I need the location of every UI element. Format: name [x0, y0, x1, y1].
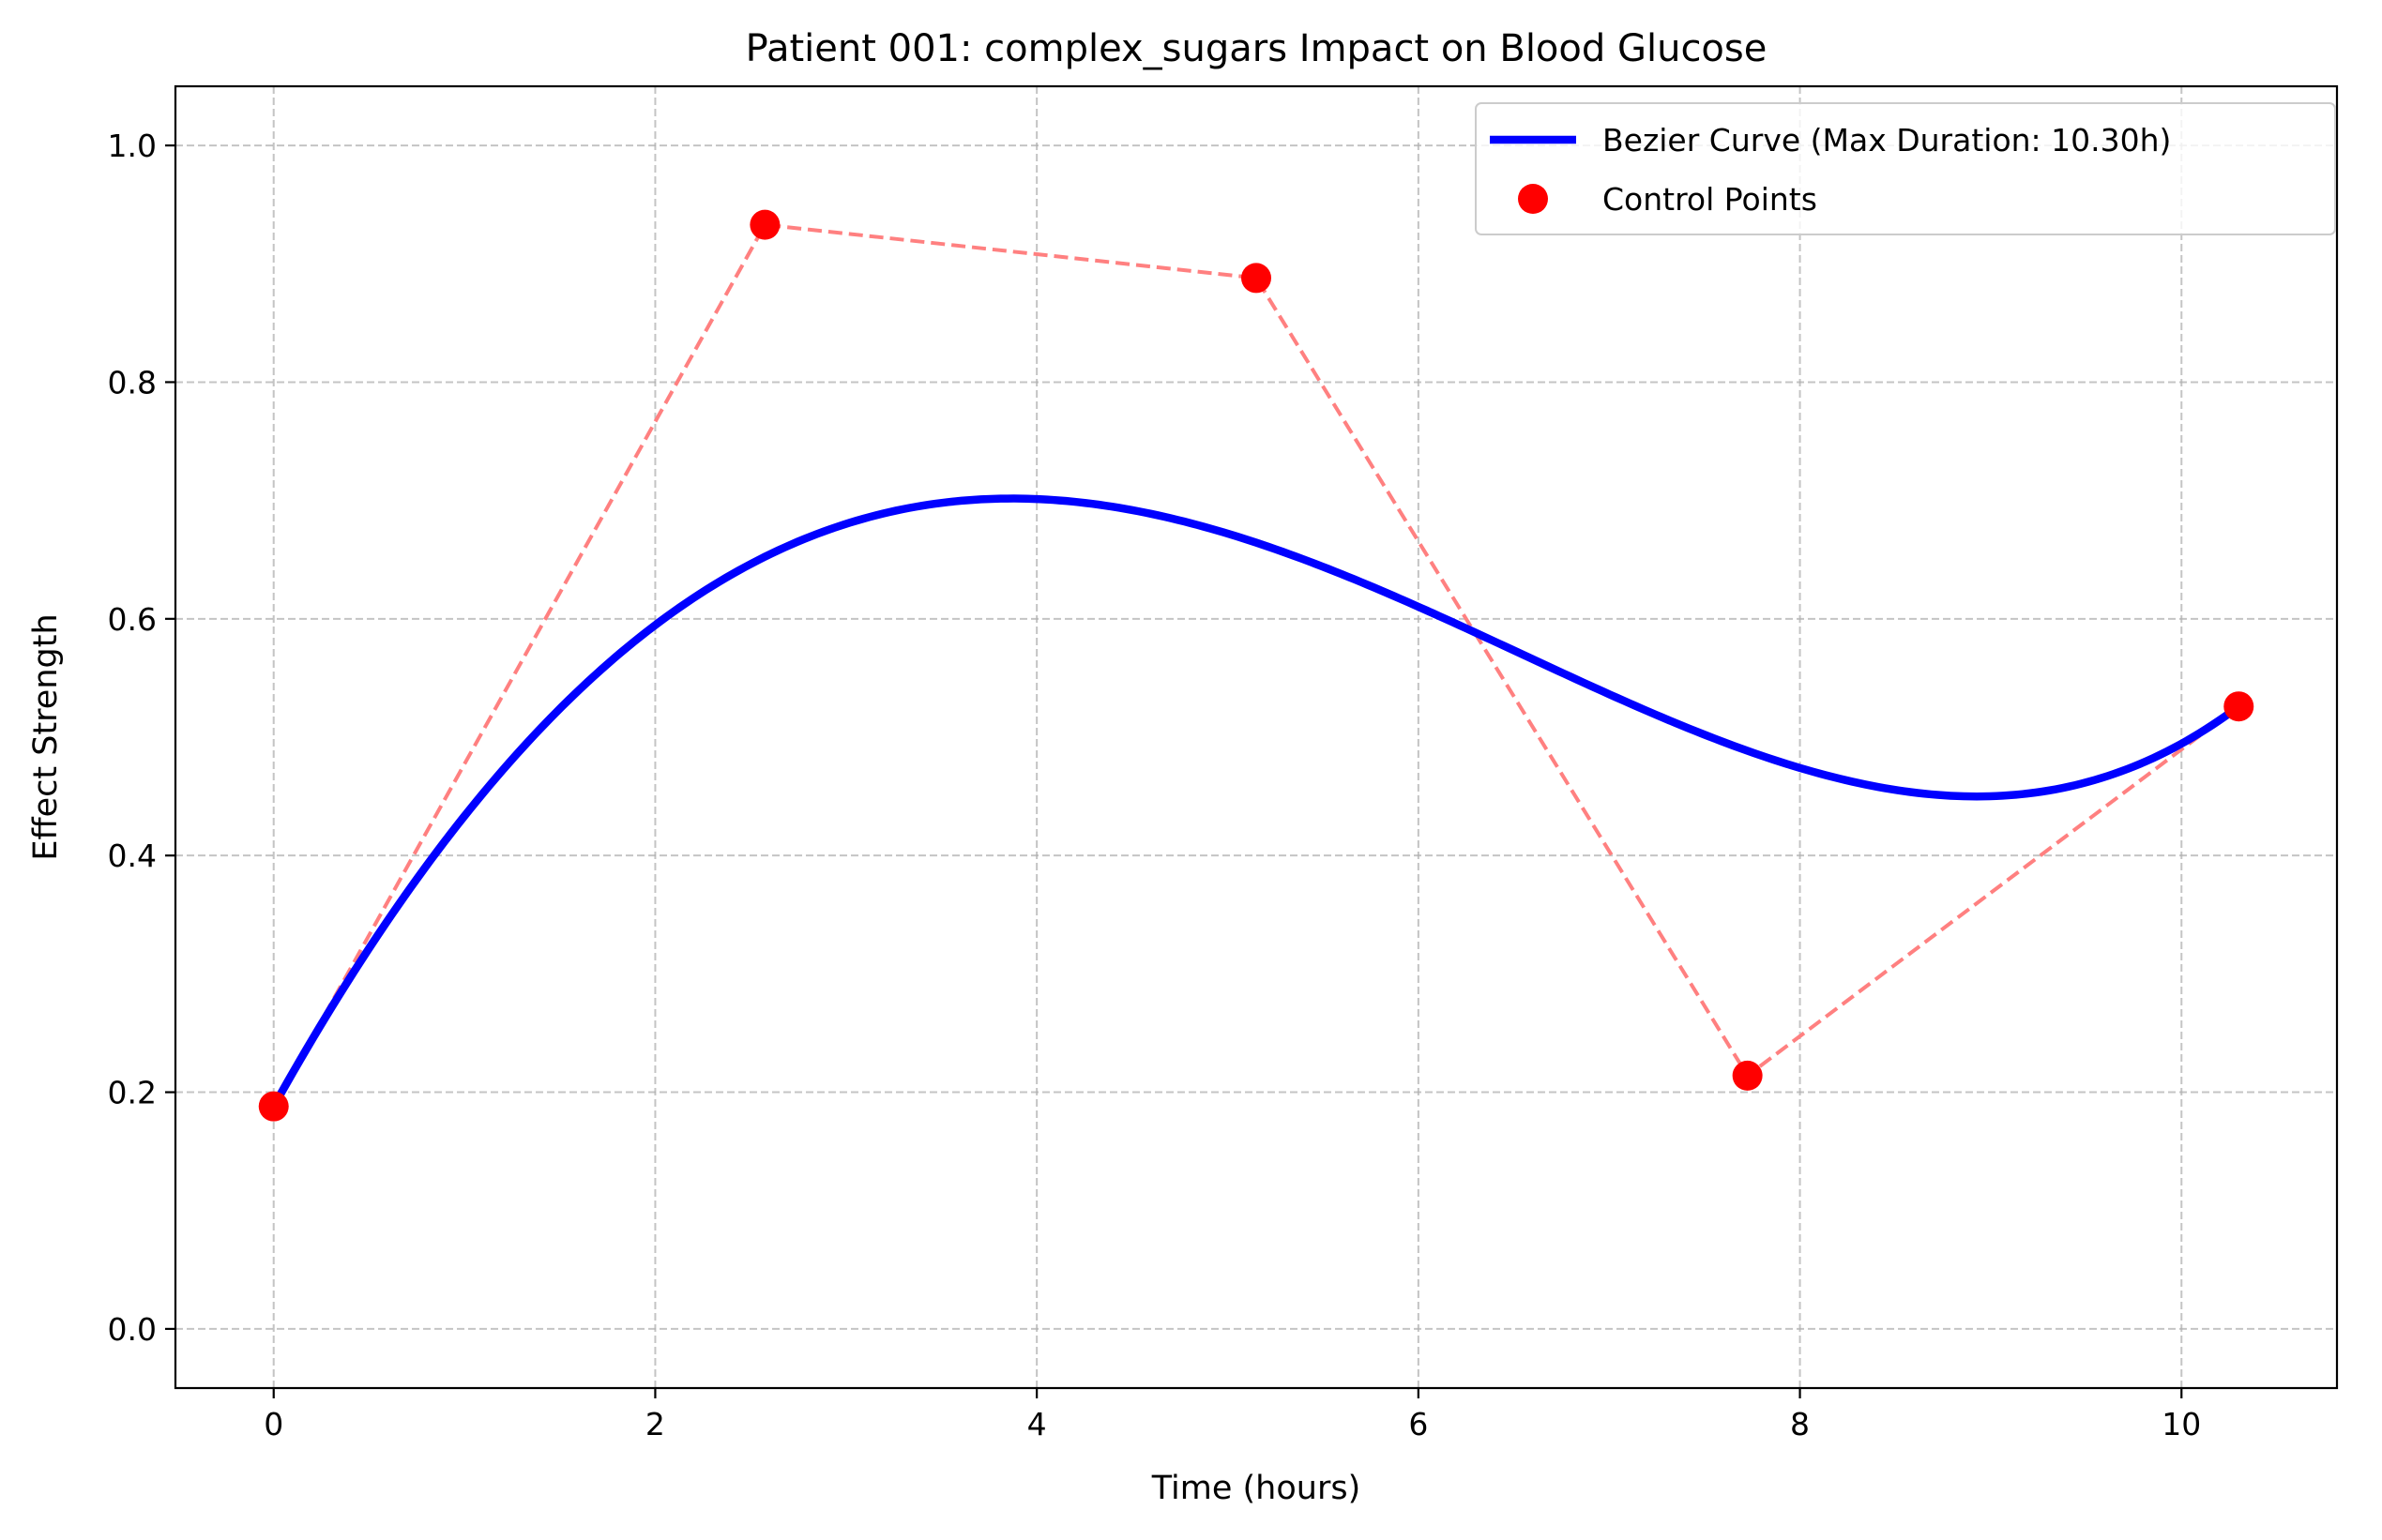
tick-layer: 0 2 4 6 8 10 0.0 0.2 0.4 0.6 0.8 1.0	[108, 128, 2202, 1442]
x-tick-label: 10	[2162, 1406, 2201, 1442]
grid-layer	[175, 86, 2337, 1388]
control-point	[1732, 1060, 1763, 1091]
x-tick-label: 4	[1027, 1406, 1047, 1442]
control-point	[1241, 263, 1271, 294]
y-tick-label: 1.0	[108, 128, 157, 164]
x-axis-label: Time (hours)	[1151, 1470, 1361, 1507]
control-point	[2223, 691, 2254, 722]
legend-label-control-points: Control Points	[1602, 181, 1817, 218]
chart-title: Patient 001: complex_sugars Impact on Bl…	[746, 27, 1768, 70]
control-polygon	[271, 222, 2240, 1108]
x-tick-label: 6	[1408, 1406, 1428, 1442]
legend-label-bezier: Bezier Curve (Max Duration: 10.30h)	[1602, 122, 2171, 159]
control-point	[258, 1091, 289, 1122]
x-tick-label: 8	[1790, 1406, 1810, 1442]
x-tick-label: 2	[645, 1406, 665, 1442]
legend: Bezier Curve (Max Duration: 10.30h) Cont…	[1475, 102, 2336, 235]
y-tick-label: 0.2	[108, 1075, 157, 1111]
data-layer	[258, 209, 2254, 1122]
control-point	[750, 209, 781, 240]
legend-box	[1475, 102, 2336, 235]
y-tick-label: 0.6	[108, 601, 157, 638]
y-tick-label: 0.0	[108, 1311, 157, 1348]
x-tick-label: 0	[264, 1406, 283, 1442]
plot-frame	[174, 84, 2339, 1390]
y-axis-label: Effect Strength	[27, 613, 65, 860]
bezier-curve-line	[270, 494, 2241, 1109]
y-tick-label: 0.4	[108, 838, 157, 874]
y-tick-label: 0.8	[108, 364, 157, 400]
legend-swatch-control-points	[1518, 184, 1548, 214]
